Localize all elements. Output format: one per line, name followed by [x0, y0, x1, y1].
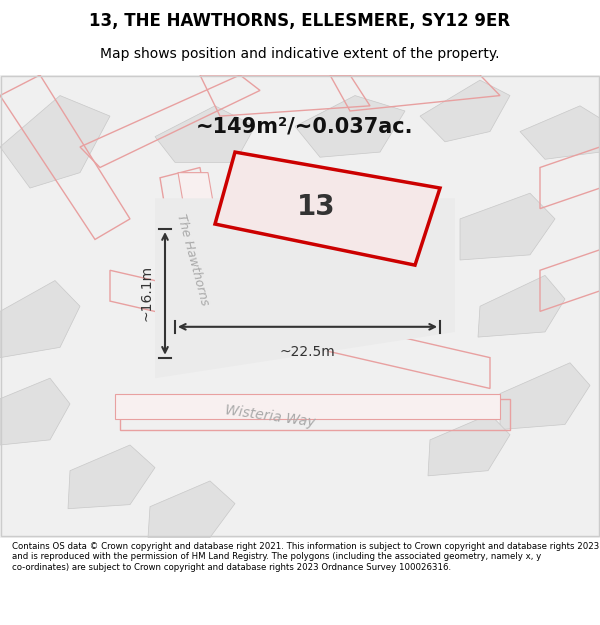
Text: Wisteria Way: Wisteria Way: [224, 403, 316, 429]
Polygon shape: [500, 362, 590, 429]
Text: 13, THE HAWTHORNS, ELLESMERE, SY12 9ER: 13, THE HAWTHORNS, ELLESMERE, SY12 9ER: [89, 12, 511, 30]
Polygon shape: [0, 378, 70, 445]
Polygon shape: [320, 234, 425, 296]
Polygon shape: [155, 198, 455, 378]
Polygon shape: [148, 481, 235, 538]
Polygon shape: [428, 414, 510, 476]
Polygon shape: [478, 276, 565, 337]
Text: ~149m²/~0.037ac.: ~149m²/~0.037ac.: [196, 116, 414, 136]
Polygon shape: [420, 80, 510, 142]
Text: Contains OS data © Crown copyright and database right 2021. This information is : Contains OS data © Crown copyright and d…: [12, 542, 599, 572]
Polygon shape: [0, 96, 110, 188]
Text: Map shows position and indicative extent of the property.: Map shows position and indicative extent…: [100, 47, 500, 61]
Polygon shape: [178, 173, 238, 348]
Polygon shape: [520, 106, 600, 159]
Polygon shape: [215, 152, 440, 265]
Text: ~22.5m: ~22.5m: [280, 345, 335, 359]
Text: ~16.1m: ~16.1m: [139, 266, 153, 321]
Polygon shape: [68, 445, 155, 509]
Text: 13: 13: [297, 193, 335, 221]
Polygon shape: [460, 193, 555, 260]
Polygon shape: [295, 96, 405, 158]
Text: The Hawthorns: The Hawthorns: [175, 213, 211, 308]
Polygon shape: [155, 106, 255, 162]
Polygon shape: [0, 281, 80, 357]
Polygon shape: [115, 394, 500, 419]
Polygon shape: [160, 219, 265, 276]
